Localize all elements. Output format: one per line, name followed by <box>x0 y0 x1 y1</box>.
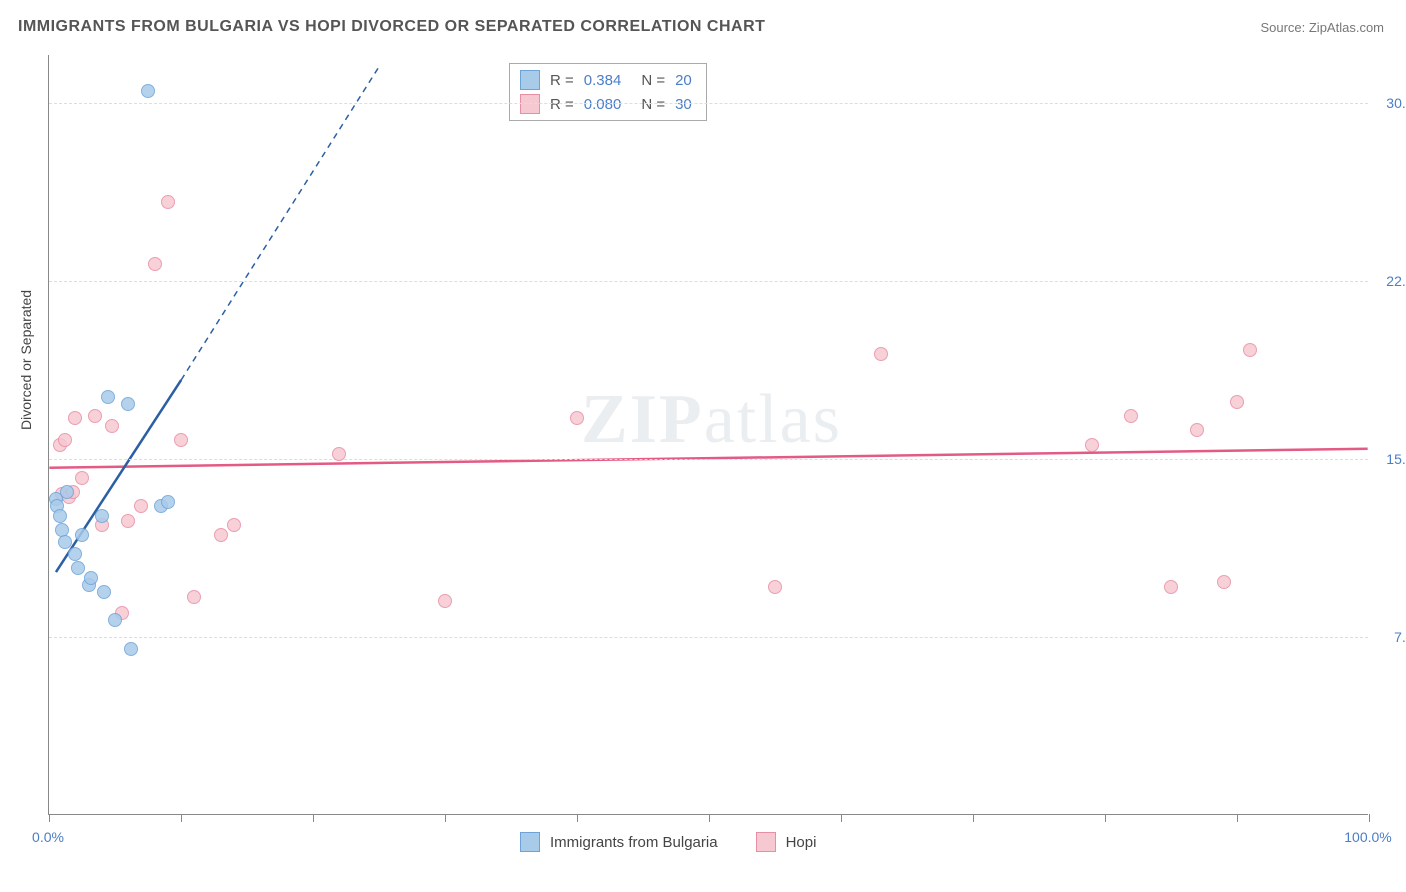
data-point <box>124 642 138 656</box>
watermark-rest: atlas <box>704 381 842 458</box>
legend-r-label: R = <box>550 72 574 89</box>
y-tick-label: 7.5% <box>1394 629 1406 645</box>
data-point <box>68 411 82 425</box>
x-tick-label: 0.0% <box>32 829 64 845</box>
legend-n-value: 20 <box>675 72 692 89</box>
data-point <box>214 528 228 542</box>
x-tick <box>841 814 842 822</box>
data-point <box>438 594 452 608</box>
y-tick-label: 15.0% <box>1386 451 1406 467</box>
legend-row: R = 0.080 N = 30 <box>520 92 692 116</box>
legend-series-label: Immigrants from Bulgaria <box>550 834 718 851</box>
x-tick <box>1237 814 1238 822</box>
data-point <box>1243 343 1257 357</box>
legend-swatch <box>520 70 540 90</box>
data-point <box>1190 423 1204 437</box>
chart-title: IMMIGRANTS FROM BULGARIA VS HOPI DIVORCE… <box>18 18 765 36</box>
watermark: ZIPatlas <box>581 380 842 460</box>
gridline <box>49 637 1368 638</box>
data-point <box>141 84 155 98</box>
data-point <box>97 585 111 599</box>
data-point <box>121 514 135 528</box>
x-tick <box>445 814 446 822</box>
data-point <box>161 495 175 509</box>
y-tick-label: 30.0% <box>1386 95 1406 111</box>
data-point <box>1164 580 1178 594</box>
legend-series-label: Hopi <box>786 834 817 851</box>
x-tick <box>181 814 182 822</box>
data-point <box>187 590 201 604</box>
data-point <box>121 397 135 411</box>
legend-swatch <box>756 832 776 852</box>
data-point <box>105 419 119 433</box>
gridline <box>49 281 1368 282</box>
data-point <box>1085 438 1099 452</box>
legend-swatch <box>520 94 540 114</box>
legend-n-label: N = <box>641 96 665 113</box>
data-point <box>75 471 89 485</box>
data-point <box>227 518 241 532</box>
data-point <box>101 390 115 404</box>
legend-row: R = 0.384 N = 20 <box>520 68 692 92</box>
y-tick-label: 22.5% <box>1386 273 1406 289</box>
data-point <box>1230 395 1244 409</box>
data-point <box>88 409 102 423</box>
trend-line <box>181 67 379 380</box>
chart-plot-area: ZIPatlas R =0.384N =20R =0.080N =30 7.5%… <box>48 55 1368 815</box>
x-tick <box>709 814 710 822</box>
x-tick <box>313 814 314 822</box>
data-point <box>174 433 188 447</box>
series-legend: Immigrants from Bulgaria Hopi <box>520 832 844 852</box>
data-point <box>58 433 72 447</box>
legend-r-value: 0.080 <box>584 96 622 113</box>
data-point <box>58 535 72 549</box>
data-point <box>71 561 85 575</box>
y-axis-title: Divorced or Separated <box>18 290 34 430</box>
x-tick <box>1369 814 1370 822</box>
legend-n-value: 30 <box>675 96 692 113</box>
data-point <box>60 485 74 499</box>
x-tick <box>973 814 974 822</box>
x-tick <box>49 814 50 822</box>
data-point <box>768 580 782 594</box>
data-point <box>68 547 82 561</box>
data-point <box>570 411 584 425</box>
legend-r-label: R = <box>550 96 574 113</box>
data-point <box>332 447 346 461</box>
data-point <box>161 195 175 209</box>
legend-n-label: N = <box>641 72 665 89</box>
data-point <box>75 528 89 542</box>
data-point <box>1217 575 1231 589</box>
data-point <box>148 257 162 271</box>
watermark-bold: ZIP <box>581 381 704 458</box>
x-tick-label: 100.0% <box>1344 829 1391 845</box>
data-point <box>95 509 109 523</box>
correlation-legend: R = 0.384 N = 20 R = 0.080 N = 30 <box>509 63 707 121</box>
legend-r-value: 0.384 <box>584 72 622 89</box>
gridline <box>49 459 1368 460</box>
gridline <box>49 103 1368 104</box>
legend-swatch <box>520 832 540 852</box>
data-point <box>53 509 67 523</box>
source-label: Source: ZipAtlas.com <box>1260 20 1384 35</box>
data-point <box>134 499 148 513</box>
x-tick <box>1105 814 1106 822</box>
x-tick <box>577 814 578 822</box>
data-point <box>84 571 98 585</box>
data-point <box>874 347 888 361</box>
data-point <box>1124 409 1138 423</box>
data-point <box>108 613 122 627</box>
